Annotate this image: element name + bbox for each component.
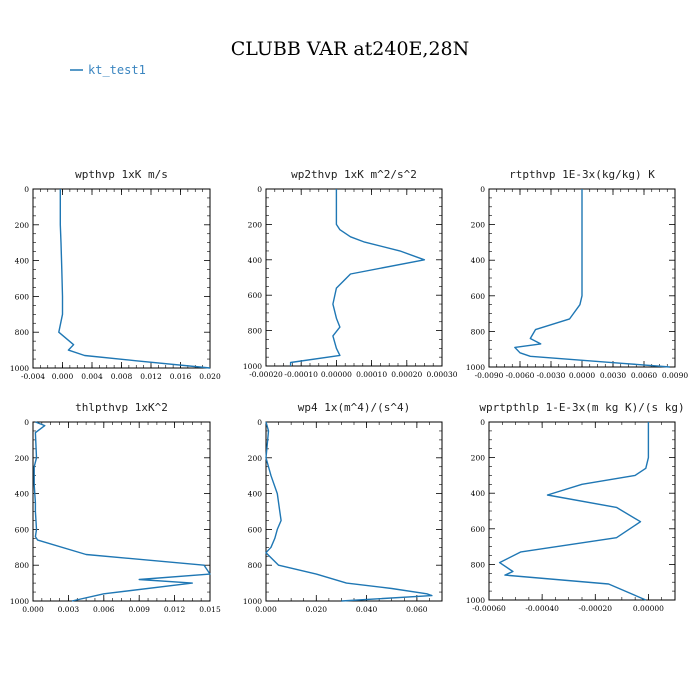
y-tick-label: 1000 bbox=[243, 597, 262, 606]
panel-title: thlpthvp 1xK^2 bbox=[75, 401, 168, 414]
x-tick-label: 0.060 bbox=[406, 605, 428, 614]
x-tick-label: -0.0090 bbox=[475, 371, 504, 380]
y-tick-label: 600 bbox=[248, 291, 263, 300]
legend-label: kt_test1 bbox=[88, 63, 146, 77]
x-tick-label: -0.00010 bbox=[284, 370, 318, 379]
series-line-kt-test1 bbox=[514, 189, 670, 368]
x-tick-label: 0.016 bbox=[170, 372, 192, 381]
y-tick-label: 600 bbox=[471, 525, 486, 534]
x-tick-label: 0.020 bbox=[306, 605, 328, 614]
y-tick-label: 600 bbox=[471, 292, 486, 301]
x-tick-label: 0.006 bbox=[93, 605, 115, 614]
series-line-kt-test1 bbox=[33, 421, 211, 602]
panel-title: wpthvp 1xK m/s bbox=[75, 168, 168, 181]
y-tick-label: 800 bbox=[15, 561, 30, 570]
x-tick-label: 0.004 bbox=[81, 372, 103, 381]
x-tick-label: -0.00060 bbox=[472, 604, 506, 613]
y-tick-label: 1000 bbox=[243, 362, 262, 371]
chart-panel-4: thlpthvp 1xK^2 0.000 0.003 0.006 0.009 0.012 0… bbox=[10, 401, 221, 614]
plot-frame bbox=[265, 188, 443, 367]
chart-panel-3: rtpthvp 1E-3x(kg/kg) K -0.0090 -0.0060 -0.0… bbox=[466, 168, 688, 380]
y-tick-label: 0 bbox=[480, 185, 485, 194]
y-tick-label: 1000 bbox=[10, 597, 29, 606]
x-tick-label: -0.00020 bbox=[249, 370, 283, 379]
series-line-kt-test1 bbox=[58, 189, 211, 369]
x-tick-label: 0.0030 bbox=[600, 371, 626, 380]
y-tick-label: 0 bbox=[257, 185, 262, 194]
series-line-kt-test1 bbox=[265, 421, 433, 602]
y-tick-label: 200 bbox=[15, 221, 30, 230]
y-tick-label: 800 bbox=[15, 328, 30, 337]
y-tick-label: 600 bbox=[15, 292, 30, 301]
x-tick-label: 0.000 bbox=[255, 605, 277, 614]
y-tick-label: 800 bbox=[248, 327, 263, 336]
x-tick-label: 0.020 bbox=[199, 372, 221, 381]
y-tick-label: 0 bbox=[257, 418, 262, 427]
x-tick-label: 0.009 bbox=[128, 605, 150, 614]
x-tick-label: 0.0090 bbox=[662, 371, 688, 380]
x-tick-label: -0.0030 bbox=[537, 371, 566, 380]
panel-title: wp2thvp 1xK m^2/s^2 bbox=[291, 168, 417, 181]
y-tick-label: 800 bbox=[248, 561, 263, 570]
x-tick-label: 0.003 bbox=[58, 605, 80, 614]
x-tick-label: 0.000 bbox=[22, 605, 44, 614]
panel-title: wprtpthlp 1-E-3x(m kg K)/(s kg) bbox=[479, 401, 684, 414]
x-tick-label: 0.00000 bbox=[633, 604, 664, 613]
y-tick-label: 1000 bbox=[10, 364, 29, 373]
y-tick-label: 200 bbox=[15, 454, 30, 463]
x-tick-label: 0.00010 bbox=[356, 370, 387, 379]
chart-panel-2: wp2thvp 1xK m^2/s^2-0.00020 -0.00010 0.000… bbox=[243, 168, 458, 379]
x-tick-label: 0.012 bbox=[164, 605, 186, 614]
y-tick-label: 400 bbox=[15, 257, 30, 266]
chart-panel-5: wp4 1x(m^4)/(s^4) 0.000 0.020 0.040 0.060 0 20… bbox=[243, 401, 443, 614]
y-tick-label: 0 bbox=[24, 185, 29, 194]
y-tick-label: 400 bbox=[248, 490, 263, 499]
y-tick-label: 600 bbox=[15, 525, 30, 534]
plot-frame bbox=[488, 421, 676, 601]
y-tick-label: 1000 bbox=[466, 363, 485, 372]
y-tick-label: 400 bbox=[15, 490, 30, 499]
x-tick-label: 0.000 bbox=[52, 372, 74, 381]
legend: kt_test1 bbox=[70, 63, 146, 77]
x-tick-label: 0.040 bbox=[356, 605, 378, 614]
chart-panels: wpthvp 1xK m/s -0.004 0.000 0.004 0.008 0.012… bbox=[10, 168, 688, 614]
x-tick-label: 0.0060 bbox=[631, 371, 657, 380]
y-tick-label: 400 bbox=[248, 256, 263, 265]
x-tick-label: 0.015 bbox=[199, 605, 221, 614]
x-tick-label: -0.004 bbox=[21, 372, 45, 381]
chart-panel-1: wpthvp 1xK m/s -0.004 0.000 0.004 0.008 0.012… bbox=[10, 168, 221, 381]
plot-frame bbox=[32, 421, 211, 602]
figure-title: CLUBB VAR at240E,28N bbox=[231, 38, 470, 60]
x-tick-label: -0.00040 bbox=[525, 604, 559, 613]
y-tick-label: 200 bbox=[248, 454, 263, 463]
y-tick-label: 800 bbox=[471, 560, 486, 569]
y-tick-label: 200 bbox=[471, 221, 486, 230]
y-tick-label: 1000 bbox=[466, 596, 485, 605]
y-tick-label: 200 bbox=[248, 220, 263, 229]
panel-title: wp4 1x(m^4)/(s^4) bbox=[298, 401, 411, 414]
x-tick-label: 0.0000 bbox=[569, 371, 595, 380]
y-tick-label: 800 bbox=[471, 327, 486, 336]
plot-frame bbox=[265, 421, 443, 602]
x-tick-label: 0.00000 bbox=[321, 370, 352, 379]
x-tick-label: 0.00020 bbox=[391, 370, 422, 379]
x-tick-label: 0.00030 bbox=[426, 370, 457, 379]
y-tick-label: 400 bbox=[471, 489, 486, 498]
y-tick-label: 400 bbox=[471, 256, 486, 265]
y-tick-label: 600 bbox=[248, 525, 263, 534]
chart-panel-6: wprtpthlp 1-E-3x(m kg K)/(s kg) -0.00060 -… bbox=[466, 401, 685, 613]
x-tick-label: -0.00020 bbox=[579, 604, 613, 613]
series-line-kt-test1 bbox=[498, 422, 650, 601]
plot-frame bbox=[32, 188, 211, 369]
x-tick-label: -0.0060 bbox=[506, 371, 535, 380]
series-line-kt-test1 bbox=[289, 189, 426, 366]
panel-title: rtpthvp 1E-3x(kg/kg) K bbox=[509, 168, 655, 181]
y-tick-label: 0 bbox=[24, 418, 29, 427]
x-tick-label: 0.008 bbox=[111, 372, 133, 381]
x-tick-label: 0.012 bbox=[140, 372, 162, 381]
y-tick-label: 0 bbox=[480, 418, 485, 427]
y-tick-label: 200 bbox=[471, 454, 486, 463]
